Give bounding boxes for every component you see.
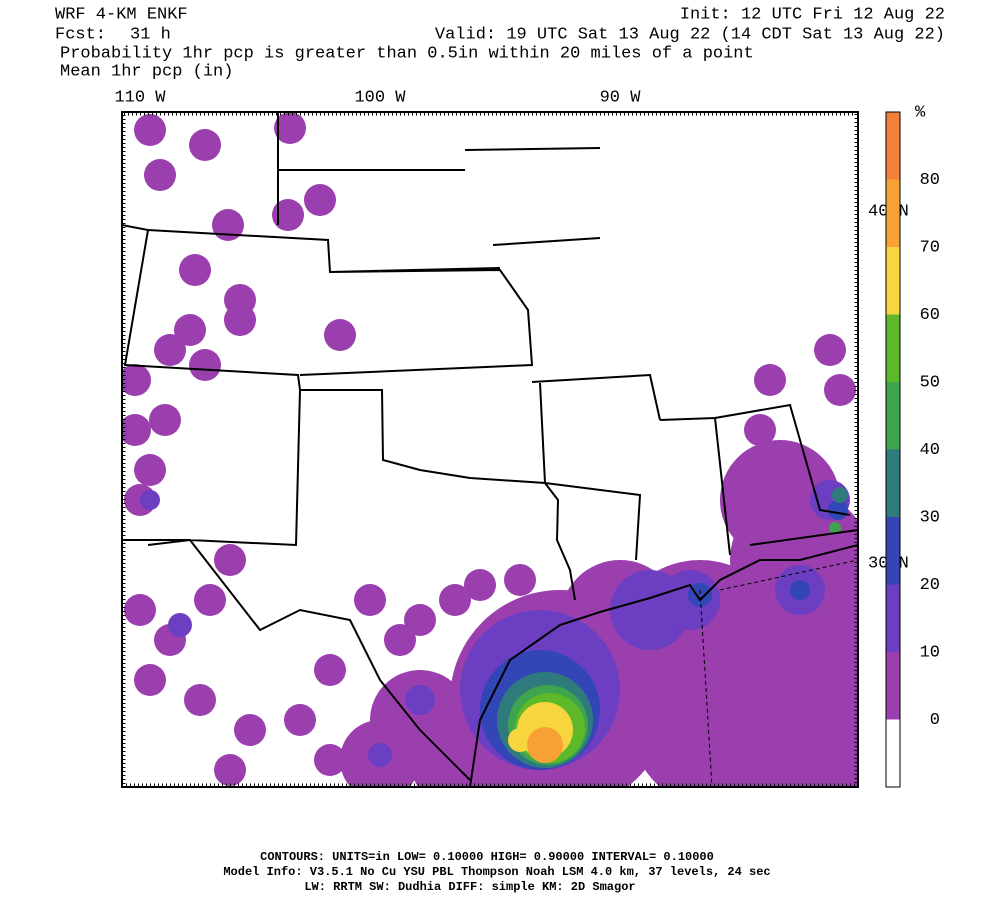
precip-blob [314,744,346,776]
precip-blob [179,254,211,286]
colorbar: 0 10 20 30 40 50 60 70 80 [885,111,940,788]
precip-blob [504,564,536,596]
precip-blob [744,414,776,446]
colorbar-band [886,179,900,247]
precip-blob [212,209,244,241]
precip-blob [189,129,221,161]
precip-blob [829,522,841,534]
precip-blob [368,743,392,767]
model-title: WRF 4-KM ENKF [55,5,188,24]
lon-label: 90 W [600,88,642,107]
precip-blob [154,334,186,366]
precip-blob [688,583,712,607]
footer-text: LW: RRTM SW: Dudhia DIFF: simple KM: 2D … [304,880,635,894]
precip-blob [828,500,848,520]
field-title: Probability 1hr pcp is greater than 0.5i… [60,44,754,63]
precip-blob [140,490,160,510]
precip-blob [224,304,256,336]
colorbar-tick-label: 30 [920,508,940,527]
precip-blob [314,654,346,686]
fcst-hours: 31 h [130,25,171,44]
colorbar-tick-label: 20 [920,576,940,595]
colorbar-tick-label: 10 [920,643,940,662]
map-frame [121,111,859,788]
precip-blob [814,334,846,366]
precip-blob [214,754,246,786]
colorbar-band [886,517,900,585]
precip-blob [272,199,304,231]
colorbar-band [886,449,900,517]
precip-blob [134,664,166,696]
footer-text: CONTOURS: UNITS=in LOW= 0.10000 HIGH= 0.… [260,850,714,864]
colorbar-band [886,382,900,450]
precip-blob [144,159,176,191]
colorbar-band [886,584,900,652]
lon-label: 110 W [114,88,166,107]
precip-blob [824,374,856,406]
precip-blob [324,319,356,351]
precip-blob [832,487,848,503]
colorbar-band [886,314,900,382]
precip-blob [284,704,316,736]
precip-blob [508,728,532,752]
colorbar-band [886,247,900,315]
precip-blob [274,112,306,144]
precip-blob [790,580,810,600]
colorbar-tick-label: 40 [920,441,940,460]
precip-blob [134,114,166,146]
precip-blob [464,569,496,601]
colorbar-tick-label: 50 [920,373,940,392]
precip-blob [174,314,206,346]
boundary-dashed [719,559,858,591]
colorbar-unit: % [915,103,926,122]
precip-blob [405,685,435,715]
precip-blob [439,584,471,616]
precip-blob [124,594,156,626]
precip-blob [189,349,221,381]
footer-text: Model Info: V3.5.1 No Cu YSU PBL Thompso… [223,865,770,879]
boundaries [122,112,858,787]
precip-blob [134,454,166,486]
precip-blob [754,364,786,396]
precip-blob [404,604,436,636]
precip-blob [304,184,336,216]
precip-blob [760,680,858,787]
precip-blob [122,364,151,396]
colorbar-tick-label: 80 [920,171,940,190]
field-title: Mean 1hr pcp (in) [60,62,233,81]
precip-blob [214,544,246,576]
init-time: Init: 12 UTC Fri 12 Aug 22 [680,5,945,24]
precip-blob [168,613,192,637]
precip-blob [194,584,226,616]
colorbar-tick-label: 0 [930,711,940,730]
colorbar-frame [885,111,901,788]
colorbar-tick-label: 60 [920,306,940,325]
state-lines [122,112,858,781]
precip-blob [354,584,386,616]
boundary-dashed [699,589,713,787]
frame-ticks [122,112,858,787]
precip-field [122,112,858,787]
precip-blob [122,414,151,446]
fcst-label: Fcst: [55,25,106,44]
colorbar-band [886,112,900,180]
valid-time: Valid: 19 UTC Sat 13 Aug 22 (14 CDT Sat … [435,25,945,44]
lon-label: 100 W [354,88,406,107]
colorbar-band [886,652,900,720]
colorbar-band [886,719,900,787]
coastline [469,544,858,787]
precip-blob [149,404,181,436]
precip-blob [234,714,266,746]
precip-blob [527,727,563,763]
precip-blob [384,624,416,656]
precip-blob [184,684,216,716]
colorbar-tick-label: 70 [920,238,940,257]
